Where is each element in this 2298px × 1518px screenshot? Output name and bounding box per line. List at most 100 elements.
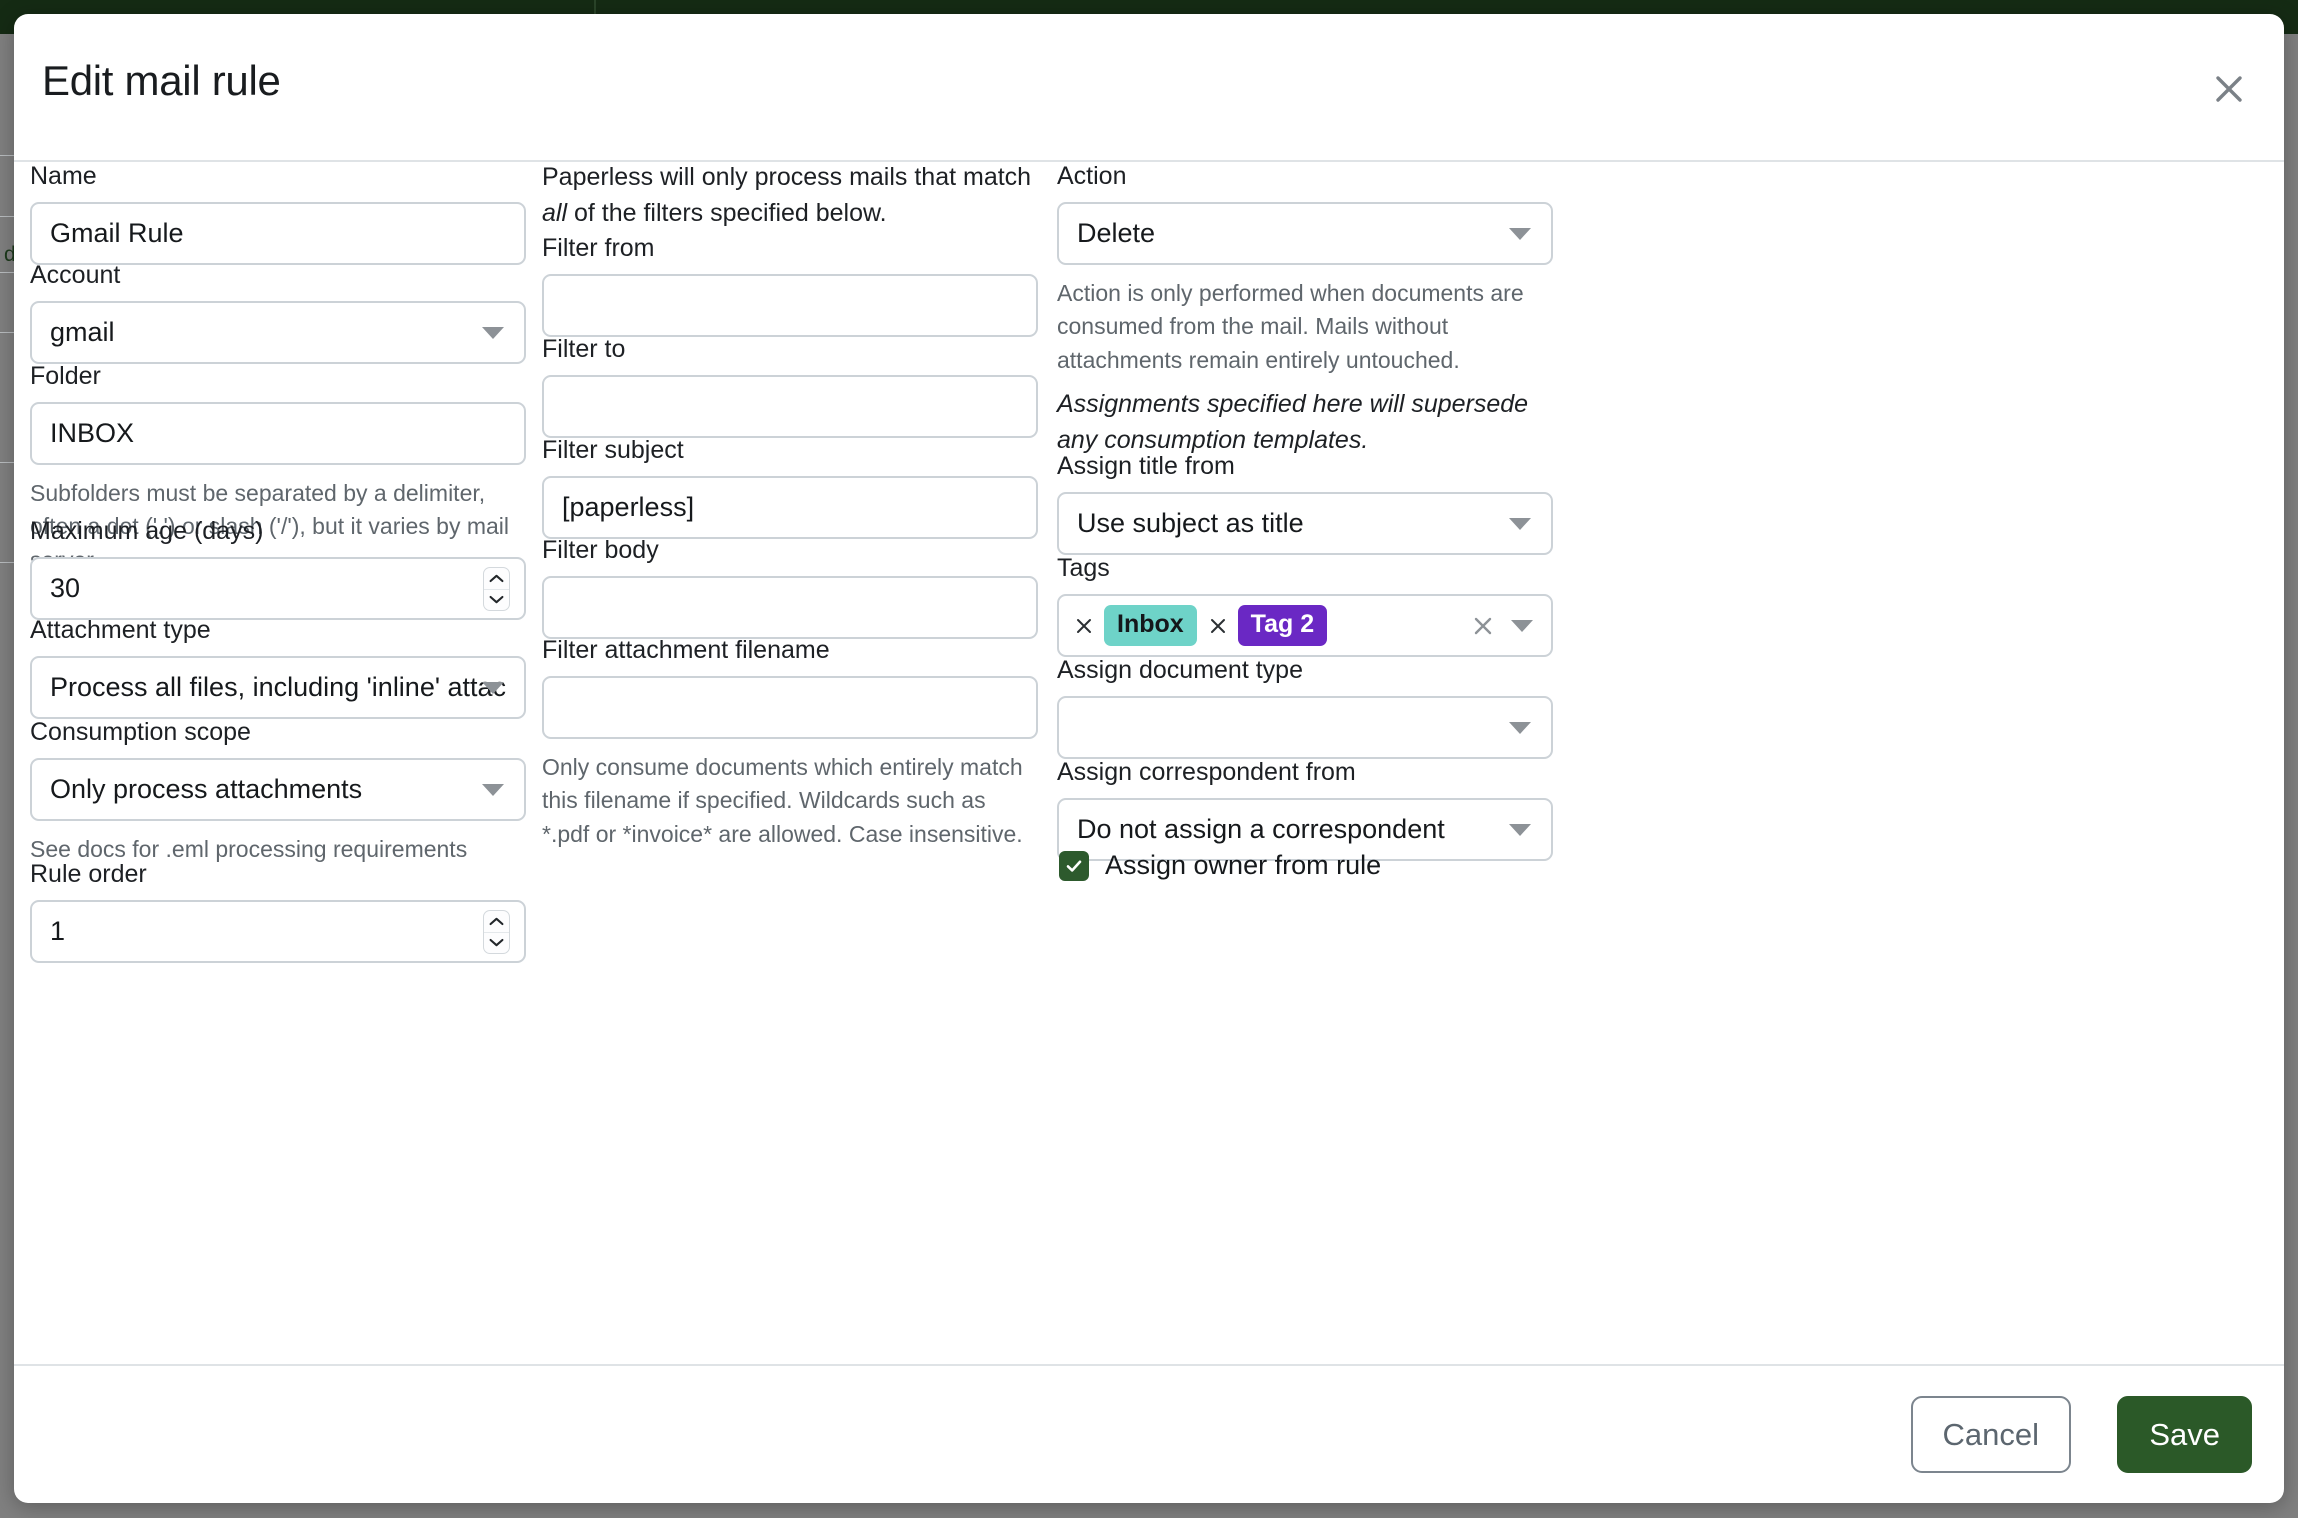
action-label: Action: [1057, 162, 1127, 190]
tag-chip[interactable]: Tag 2: [1237, 605, 1328, 646]
chevron-down-icon: [1509, 227, 1531, 240]
filter-subject-input-value: [paperless]: [562, 492, 695, 522]
assign-correspondent-from-select[interactable]: Do not assign a correspondent: [1057, 798, 1553, 861]
field-name: Name Gmail Rule: [30, 164, 526, 265]
field-action: Action Delete Action is only performed w…: [1057, 164, 1553, 377]
rule-order-stepper[interactable]: [483, 909, 510, 954]
chevron-down-icon: [482, 326, 504, 339]
tag-item: Inbox: [1073, 605, 1197, 646]
name-input[interactable]: Gmail Rule: [30, 202, 526, 265]
action-select-value: Delete: [1077, 218, 1156, 248]
stepper-down-icon[interactable]: [484, 588, 509, 610]
action-select[interactable]: Delete: [1057, 202, 1553, 265]
field-assign-correspondent-from: Assign correspondent from Do not assign …: [1057, 760, 1553, 861]
attachment-type-label: Attachment type: [30, 616, 211, 644]
filter-subject-input[interactable]: [paperless]: [542, 476, 1038, 539]
field-filter-attachment-filename: Filter attachment filename Only consume …: [542, 638, 1038, 851]
chevron-down-icon[interactable]: [1511, 619, 1533, 632]
chevron-down-icon: [482, 681, 504, 694]
action-hint: Action is only performed when documents …: [1057, 280, 1524, 373]
filter-subject-label: Filter subject: [542, 436, 684, 464]
field-maximum-age: Maximum age (days) 30: [30, 519, 526, 620]
close-icon[interactable]: [2198, 58, 2260, 120]
filter-attachment-filename-hint: Only consume documents which entirely ma…: [542, 754, 1023, 847]
folder-input[interactable]: INBOX: [30, 402, 526, 465]
maximum-age-label: Maximum age (days): [30, 517, 264, 545]
tag-item: Tag 2: [1207, 605, 1328, 646]
name-label: Name: [30, 162, 97, 190]
field-assign-document-type: Assign document type: [1057, 658, 1553, 759]
filter-to-input[interactable]: [542, 375, 1038, 438]
field-filter-from: Filter from: [542, 236, 1038, 337]
assign-correspondent-from-label: Assign correspondent from: [1057, 758, 1356, 786]
clear-icon[interactable]: [1471, 614, 1495, 638]
rule-order-label: Rule order: [30, 860, 147, 888]
assign-correspondent-from-select-value: Do not assign a correspondent: [1077, 814, 1445, 844]
field-attachment-type: Attachment type Process all files, inclu…: [30, 618, 526, 719]
field-consumption-scope: Consumption scope Only process attachmen…: [30, 720, 526, 866]
assign-title-from-select-value: Use subject as title: [1077, 508, 1304, 538]
filter-body-label: Filter body: [542, 536, 659, 564]
chevron-down-icon: [1509, 823, 1531, 836]
tags-multiselect[interactable]: Inbox Tag 2: [1057, 594, 1553, 657]
field-folder: Folder INBOX Subfolders must be separate…: [30, 364, 526, 577]
maximum-age-input-value: 30: [50, 573, 81, 603]
attachment-type-select[interactable]: Process all files, including 'inline' at…: [30, 656, 526, 719]
folder-label: Folder: [30, 362, 101, 390]
edit-mail-rule-dialog: Edit mail rule Name Gmail Rule Account g…: [14, 14, 2284, 1503]
consumption-scope-label: Consumption scope: [30, 718, 251, 746]
consumption-scope-hint: See docs for .eml processing requirement…: [30, 836, 468, 862]
remove-tag-icon[interactable]: [1073, 615, 1095, 637]
consumption-scope-select-value: Only process attachments: [50, 774, 363, 804]
attachment-type-select-value: Process all files, including 'inline' at…: [50, 672, 506, 702]
dialog-title: Edit mail rule: [42, 57, 281, 104]
account-select[interactable]: gmail: [30, 301, 526, 364]
field-filter-to: Filter to: [542, 337, 1038, 438]
name-input-value: Gmail Rule: [50, 218, 184, 248]
backdrop-partial-text: d: [4, 243, 16, 266]
assign-title-from-label: Assign title from: [1057, 452, 1235, 480]
save-button[interactable]: Save: [2117, 1396, 2252, 1473]
assign-owner-from-rule-label: Assign owner from rule: [1105, 850, 1382, 880]
field-assign-title-from: Assign title from Use subject as title: [1057, 454, 1553, 555]
filter-body-input[interactable]: [542, 576, 1038, 639]
dialog-body: Name Gmail Rule Account gmail Folder INB…: [14, 163, 2284, 1364]
assign-title-from-select[interactable]: Use subject as title: [1057, 492, 1553, 555]
assign-document-type-select[interactable]: [1057, 696, 1553, 759]
account-label: Account: [30, 261, 121, 289]
folder-input-value: INBOX: [50, 418, 135, 448]
filters-intro-emphasis: all: [542, 198, 568, 227]
filters-intro-before: Paperless will only process mails that m…: [542, 163, 1032, 191]
stepper-up-icon[interactable]: [484, 568, 509, 589]
field-filter-subject: Filter subject [paperless]: [542, 438, 1038, 539]
field-rule-order: Rule order 1: [30, 862, 526, 963]
tag-chip[interactable]: Inbox: [1104, 605, 1197, 646]
filter-to-label: Filter to: [542, 335, 626, 363]
remove-tag-icon[interactable]: [1207, 615, 1229, 637]
chevron-down-icon: [1509, 517, 1531, 530]
account-select-value: gmail: [50, 317, 115, 347]
assignments-note: Assignments specified here will supersed…: [1057, 390, 1529, 454]
maximum-age-input[interactable]: 30: [30, 557, 526, 620]
stepper-up-icon[interactable]: [484, 911, 509, 932]
rule-order-input-value: 1: [50, 916, 66, 946]
assign-owner-from-rule-checkbox[interactable]: [1059, 850, 1089, 881]
stepper-down-icon[interactable]: [484, 931, 509, 953]
assign-owner-from-rule-row[interactable]: Assign owner from rule: [1059, 850, 1381, 881]
chevron-down-icon: [482, 783, 504, 796]
tags-label: Tags: [1057, 554, 1110, 582]
field-tags: Tags Inbox Tag 2: [1057, 556, 1553, 657]
consumption-scope-select[interactable]: Only process attachments: [30, 758, 526, 821]
assign-document-type-label: Assign document type: [1057, 656, 1303, 684]
folder-hint: Subfolders must be separated by a delimi…: [30, 480, 510, 573]
filter-from-input[interactable]: [542, 274, 1038, 337]
filter-attachment-filename-label: Filter attachment filename: [542, 636, 830, 664]
rule-order-input[interactable]: 1: [30, 900, 526, 963]
field-account: Account gmail: [30, 263, 526, 364]
dialog-header: Edit mail rule: [14, 14, 2284, 162]
filter-attachment-filename-input[interactable]: [542, 676, 1038, 739]
maximum-age-stepper[interactable]: [483, 566, 510, 611]
filters-intro: Paperless will only process mails that m…: [542, 160, 1038, 231]
cancel-button[interactable]: Cancel: [1910, 1396, 2071, 1473]
filters-intro-after: of the filters specified below.: [567, 198, 887, 227]
